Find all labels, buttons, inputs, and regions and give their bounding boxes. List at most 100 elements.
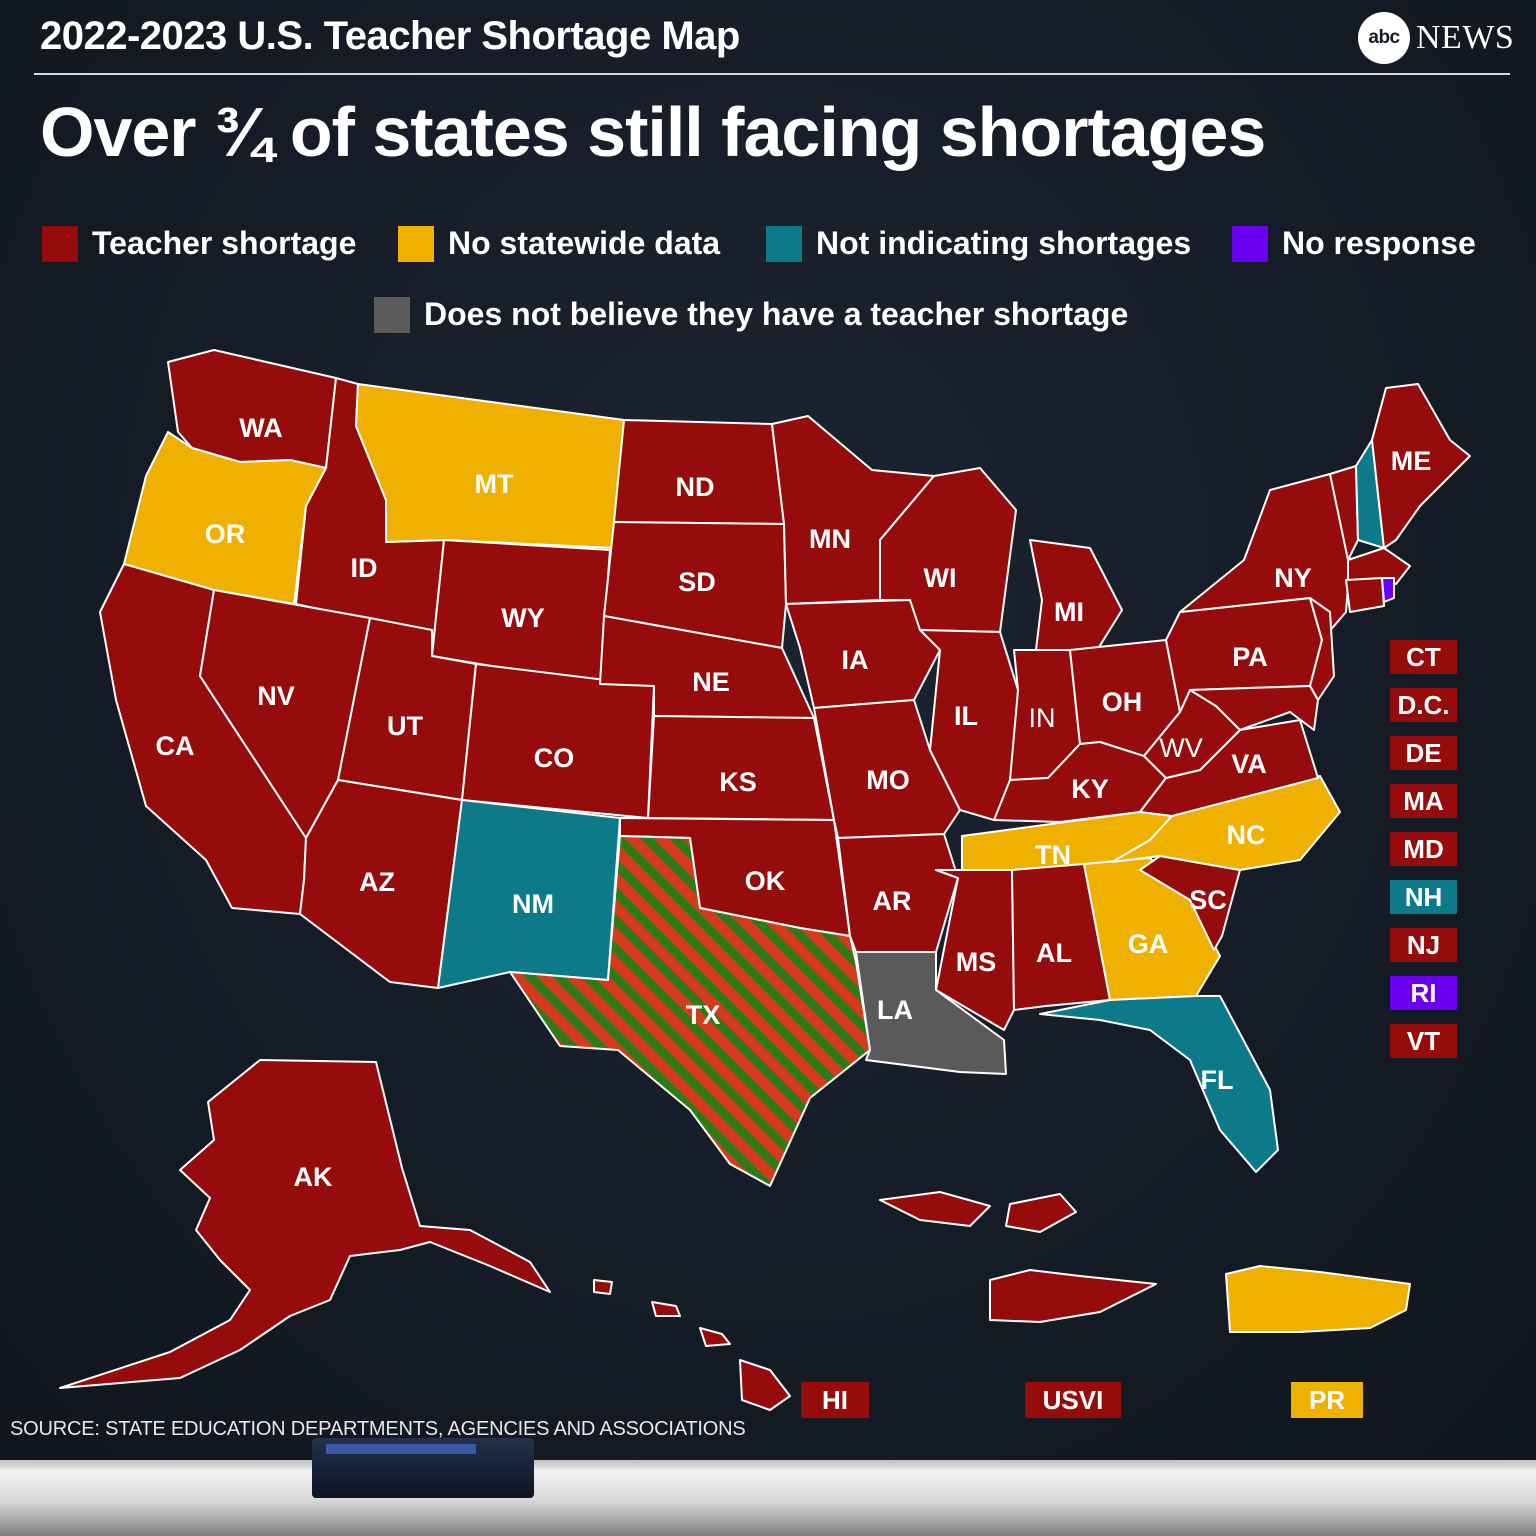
svg-text:NV: NV [257,681,295,711]
state-co [461,663,655,819]
state-ma [1347,547,1411,585]
legend-swatch [374,296,410,333]
svg-text:WA: WA [239,413,283,443]
svg-text:OR: OR [205,519,246,549]
state-sd [603,521,787,649]
state-la [855,951,1007,1075]
legend-item-not-indicating: Not indicating shortages [766,225,1191,262]
svg-text:IA: IA [842,645,869,675]
svg-text:IL: IL [954,701,978,731]
svg-text:WV: WV [1159,733,1203,763]
small-state-box: RI [1390,976,1457,1010]
legend-swatch [398,225,434,262]
svg-text:NY: NY [1274,563,1312,593]
legend-item-no-data: No statewide data [398,225,720,262]
territory-hi-island-2 [699,1327,731,1347]
eraser-label-strip [326,1444,476,1454]
svg-text:CO: CO [534,743,575,773]
legend-label: Not indicating shortages [816,225,1192,261]
svg-text:KS: KS [719,767,757,797]
chalk-tray [0,1460,1536,1536]
small-state-box: MD [1390,832,1457,866]
svg-text:AK: AK [294,1162,333,1192]
svg-text:MI: MI [1054,597,1084,627]
svg-text:OH: OH [1102,687,1143,717]
svg-text:FL: FL [1201,1065,1234,1095]
svg-text:SD: SD [678,567,716,597]
state-ri [1381,577,1395,603]
svg-text:AR: AR [873,886,912,916]
svg-text:NE: NE [692,667,730,697]
small-state-box: MA [1390,784,1457,818]
svg-text:KY: KY [1071,774,1109,804]
svg-text:ME: ME [1391,446,1432,476]
svg-text:LA: LA [877,995,913,1025]
svg-text:UT: UT [387,711,423,741]
svg-text:MT: MT [475,469,514,499]
territory-label-pr: PR [1291,1382,1363,1418]
legend-item-no-response: No response [1232,225,1476,262]
legend-label: Does not believe they have a teacher sho… [424,296,1129,332]
territory-hi-island-4 [593,1279,613,1295]
small-state-box: NH [1390,880,1457,914]
state-mt [355,383,625,549]
logo-word: NEWS [1416,19,1515,56]
territory-usvi-island-3 [1005,1193,1077,1233]
svg-text:AL: AL [1036,938,1072,968]
small-state-box: D.C. [1390,688,1457,722]
state-ak [59,1059,551,1389]
territory-pr [1225,1265,1411,1333]
svg-text:WI: WI [924,563,957,593]
svg-text:NM: NM [512,889,554,919]
state-fl [1039,995,1279,1173]
legend-swatch [42,225,78,262]
state-mo [813,699,961,839]
svg-text:SC: SC [1189,885,1227,915]
state-al [1011,863,1111,1011]
territory-usvi-island-1 [989,1269,1157,1323]
logo-mark: abc [1358,12,1410,64]
small-state-box: DE [1390,736,1457,770]
svg-text:IN: IN [1029,703,1056,733]
territory-label-hi: HI [801,1382,869,1418]
svg-text:MS: MS [956,947,997,977]
territory-usvi-island-2 [879,1191,991,1227]
headline: Over ¾ of states still facing shortages [40,93,1266,171]
eraser [312,1438,534,1498]
state-md [1189,685,1319,731]
header-divider [34,73,1510,75]
legend-swatch [1232,225,1268,262]
svg-text:PA: PA [1232,642,1268,672]
state-mi [1029,539,1123,653]
territory-hi-island-1 [739,1359,791,1411]
territory-label-usvi: USVI [1025,1382,1121,1418]
svg-text:ID: ID [351,553,378,583]
svg-text:CA: CA [156,731,195,761]
abc-news-logo: abc NEWS [1358,12,1514,64]
svg-text:ND: ND [676,472,715,502]
svg-text:TX: TX [686,1000,721,1030]
svg-text:MN: MN [809,524,851,554]
svg-text:TN: TN [1035,840,1071,870]
svg-text:GA: GA [1128,929,1169,959]
svg-text:WY: WY [501,603,545,633]
legend-label: Teacher shortage [92,225,357,261]
page-title: 2022-2023 U.S. Teacher Shortage Map [40,14,740,58]
legend-item-no-belief: Does not believe they have a teacher sho… [374,296,1128,333]
svg-text:MO: MO [866,765,910,795]
svg-text:VA: VA [1231,749,1267,779]
svg-text:NC: NC [1227,820,1266,850]
svg-text:OK: OK [745,866,786,896]
legend-label: No statewide data [448,225,721,261]
legend-swatch [766,225,802,262]
small-state-box: VT [1390,1024,1457,1058]
source-note: SOURCE: STATE EDUCATION DEPARTMENTS, AGE… [10,1418,746,1440]
legend-item-shortage: Teacher shortage [42,225,356,262]
state-ct [1345,577,1385,613]
state-tx [509,835,871,1187]
state-me [1371,383,1471,549]
territory-hi-island-3 [651,1301,681,1317]
us-map: WA OR CA ID NV MT WY UT AZ CO NM ND SD N… [59,349,1471,1411]
svg-text:AZ: AZ [359,867,395,897]
small-state-box: NJ [1390,928,1457,962]
